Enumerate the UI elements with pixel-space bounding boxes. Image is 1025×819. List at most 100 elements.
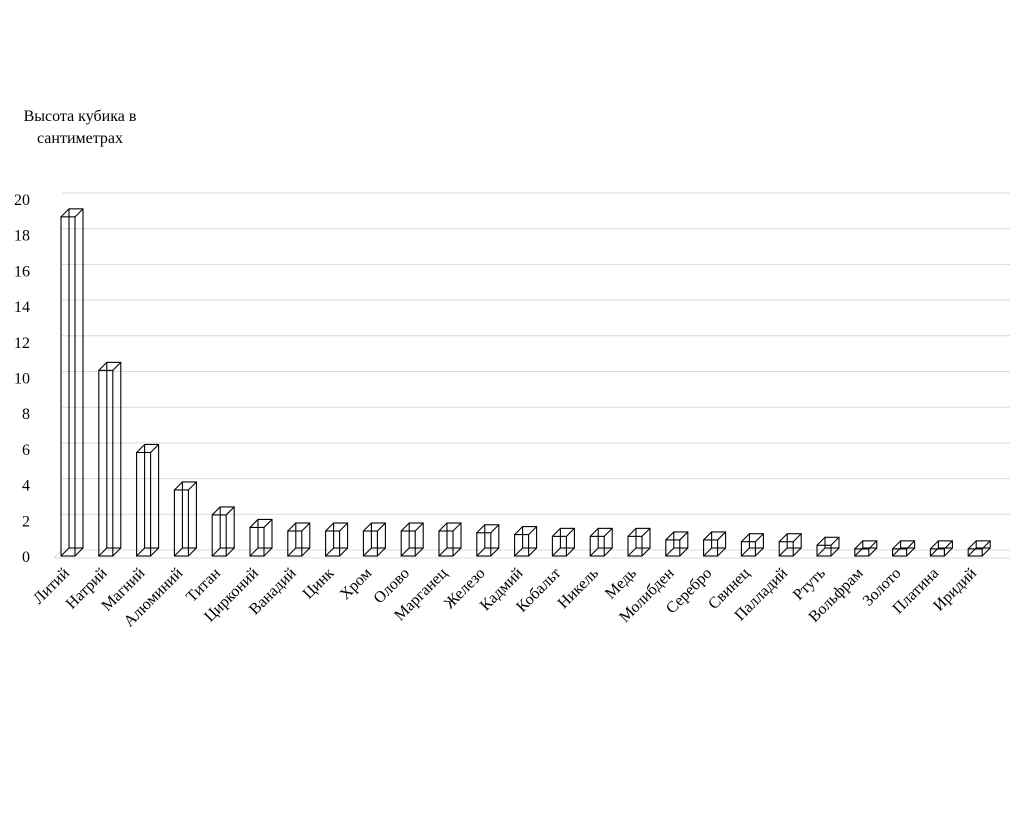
bar-back-face	[862, 540, 878, 549]
y-tick-label: 0	[22, 549, 30, 566]
bar-front-face	[589, 535, 605, 557]
bar-back-face	[824, 536, 840, 549]
bar-back-face	[786, 533, 802, 549]
bar-back-face	[522, 526, 538, 549]
bar-depth-edge	[981, 547, 991, 557]
bar-depth-edge	[174, 547, 183, 557]
bar-depth-edge	[287, 547, 297, 557]
bar-depth-edge	[438, 522, 448, 532]
bar-depth-edge	[452, 522, 462, 532]
bar	[816, 536, 840, 557]
bar-depth-edge	[136, 444, 145, 453]
bar-depth-edge	[703, 547, 712, 557]
bar-depth-edge	[377, 547, 386, 557]
y-tick-label: 10	[14, 371, 30, 388]
bar-depth-edge	[603, 527, 613, 537]
bar	[287, 522, 311, 557]
bar-depth-edge	[414, 547, 424, 557]
bar-depth-edge	[703, 531, 712, 541]
bar	[476, 524, 500, 557]
bar-depth-edge	[136, 547, 145, 557]
bar-front-face	[325, 530, 341, 557]
bar-depth-edge	[211, 547, 221, 557]
x-tick-label: Никель	[555, 565, 602, 612]
bar-front-face	[249, 526, 265, 557]
bar-depth-edge	[150, 547, 159, 557]
bar-depth-edge	[211, 506, 221, 516]
bar	[325, 522, 349, 557]
bar-depth-edge	[906, 540, 915, 550]
bar-front-face	[854, 548, 870, 557]
bar-depth-edge	[906, 547, 915, 557]
bar-back-face	[559, 527, 575, 549]
bar-depth-edge	[60, 208, 70, 218]
gridlines	[62, 192, 1010, 551]
bar-depth-edge	[627, 547, 637, 557]
bar-depth-edge	[74, 208, 84, 218]
bar-depth-edge	[679, 531, 689, 541]
bar-depth-edge	[854, 547, 864, 557]
bar-front-face	[627, 535, 643, 557]
bar-depth-edge	[60, 547, 70, 557]
bar-depth-edge	[741, 547, 750, 557]
bar-depth-edge	[301, 522, 311, 532]
bar-depth-edge	[325, 522, 334, 532]
bar-depth-edge	[287, 522, 297, 532]
bar-back-face	[484, 524, 500, 549]
bar	[854, 540, 878, 557]
bar-back-face	[597, 527, 613, 549]
bar-depth-edge	[552, 547, 561, 557]
bar-back-face	[975, 540, 991, 549]
bar-depth-edge	[830, 547, 840, 557]
bar-depth-edge	[792, 533, 802, 543]
bar-depth-edge	[552, 527, 561, 537]
bar-depth-edge	[944, 540, 953, 550]
y-tick-label: 18	[14, 228, 30, 245]
bar-depth-edge	[892, 540, 901, 550]
bar-front-face	[438, 530, 454, 557]
bar-depth-edge	[589, 527, 599, 537]
bar	[211, 506, 235, 557]
bar-depth-edge	[528, 547, 537, 557]
bar-front-face	[703, 539, 719, 557]
bar-depth-edge	[830, 536, 840, 546]
bar	[98, 361, 122, 557]
y-tick-label: 8	[22, 406, 30, 423]
bar-depth-edge	[490, 524, 500, 534]
bar-back-face	[295, 522, 311, 549]
x-tick-label: Хром	[337, 565, 375, 603]
bar-depth-edge	[452, 547, 462, 557]
bar-depth-edge	[868, 540, 878, 550]
bar-back-face	[408, 522, 424, 549]
y-tick-label: 20	[14, 192, 30, 209]
bar	[173, 481, 197, 557]
bar	[627, 527, 651, 557]
bar-front-face	[173, 489, 189, 557]
y-tick-label: 12	[14, 335, 30, 352]
bar-depth-edge	[74, 547, 84, 557]
bar-depth-edge	[249, 547, 259, 557]
bar-front-face	[98, 369, 114, 557]
bar-front-face	[211, 514, 227, 557]
bar	[665, 531, 689, 557]
bar-back-face	[257, 518, 273, 549]
bar-depth-edge	[98, 547, 108, 557]
bar	[136, 443, 160, 557]
bar-depth-edge	[339, 522, 348, 532]
bar-depth-edge	[854, 540, 864, 550]
bar-front-face	[60, 216, 76, 557]
x-tick-label: Цинк	[300, 565, 338, 603]
y-tick-label: 14	[14, 299, 30, 316]
bar-back-face	[900, 540, 916, 549]
bar-back-face	[635, 527, 651, 549]
bar-depth-edge	[967, 547, 977, 557]
bar-depth-edge	[566, 547, 575, 557]
bar-front-face	[514, 534, 530, 557]
bar	[929, 540, 953, 557]
bar	[892, 540, 916, 557]
bar	[362, 522, 386, 557]
bar-depth-edge	[363, 547, 372, 557]
bar-depth-edge	[514, 526, 523, 535]
bar-depth-edge	[665, 531, 675, 541]
